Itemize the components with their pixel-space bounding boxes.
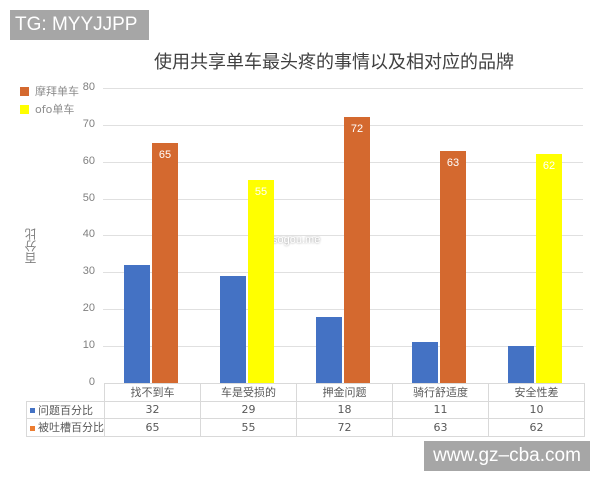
watermark-top: TG: MYYJJPP <box>10 10 149 40</box>
bar-complaint-pct: 55 <box>248 180 274 383</box>
watermark-mid: sogou.me <box>272 234 321 246</box>
bar-value-label: 72 <box>350 123 364 136</box>
legend-swatch-mobike <box>20 86 29 96</box>
series-row-header: 被吐槽百分比 <box>26 418 105 437</box>
bar-problem-pct <box>316 316 342 383</box>
bar-problem-pct <box>412 342 438 383</box>
legend-item-mobike: 摩拜单车 <box>20 82 79 100</box>
legend-swatch-ofo <box>20 104 29 114</box>
legend: 摩拜单车 ofo单车 <box>20 82 79 118</box>
gridline <box>103 235 583 236</box>
table-cell: 29 <box>200 400 297 419</box>
legend-label: 摩拜单车 <box>35 85 79 98</box>
legend-label: ofo单车 <box>35 103 75 116</box>
y-tick-label: 0 <box>88 376 95 388</box>
series-row-header: 问题百分比 <box>26 400 105 419</box>
category-label: 押金问题 <box>296 383 393 402</box>
bar-complaint-pct: 72 <box>344 117 370 383</box>
gridline <box>103 125 583 126</box>
category-label: 找不到车 <box>104 383 201 402</box>
bar-complaint-pct: 63 <box>440 150 466 383</box>
y-tick-label: 60 <box>82 155 95 167</box>
category-label: 车是受损的 <box>200 383 297 402</box>
bar-problem-pct <box>220 275 246 383</box>
table-cell: 62 <box>488 418 585 437</box>
y-axis-label: 百分比 <box>24 228 38 264</box>
gridline <box>103 88 583 89</box>
table-cell: 65 <box>104 418 201 437</box>
table-cell: 55 <box>200 418 297 437</box>
table-cell: 10 <box>488 400 585 419</box>
y-tick-label: 20 <box>82 302 95 314</box>
y-tick-label: 70 <box>82 118 95 130</box>
legend-item-ofo: ofo单车 <box>20 100 79 118</box>
bar-complaint-pct: 65 <box>152 143 178 383</box>
data-table: 找不到车 车是受损的 押金问题 骑行舒适度 安全性差 问题百分比 32 29 1… <box>26 383 585 437</box>
y-tick-label: 80 <box>82 81 95 93</box>
category-label: 安全性差 <box>488 383 585 402</box>
bar-value-label: 55 <box>254 186 268 199</box>
table-cell: 72 <box>296 418 393 437</box>
series-swatch-icon <box>30 408 35 414</box>
watermark-bottom: www.gz–cba.com <box>424 441 590 471</box>
table-cell: 11 <box>392 400 489 419</box>
series-swatch-icon <box>30 425 35 431</box>
y-tick-label: 10 <box>82 339 95 351</box>
table-header-row: 找不到车 车是受损的 押金问题 骑行舒适度 安全性差 <box>26 383 585 402</box>
gridline <box>103 309 583 310</box>
bar-value-label: 65 <box>158 149 172 162</box>
chart-title: 使用共享单车最头疼的事情以及相对应的品牌 <box>154 52 514 73</box>
bar-problem-pct <box>124 264 150 383</box>
gridline <box>103 346 583 347</box>
bar-problem-pct <box>508 346 534 383</box>
y-tick-label: 50 <box>82 192 95 204</box>
gridline <box>103 199 583 200</box>
table-cell: 32 <box>104 400 201 419</box>
series-name: 被吐槽百分比 <box>38 421 104 435</box>
bar-value-label: 62 <box>542 160 556 173</box>
table-row: 问题百分比 32 29 18 11 10 <box>26 400 585 419</box>
gridline <box>103 272 583 273</box>
y-tick-label: 40 <box>82 228 95 240</box>
table-cell: 18 <box>296 400 393 419</box>
category-label: 骑行舒适度 <box>392 383 489 402</box>
table-row: 被吐槽百分比 65 55 72 63 62 <box>26 418 585 437</box>
y-tick-label: 30 <box>82 265 95 277</box>
gridline <box>103 162 583 163</box>
bar-value-label: 63 <box>446 156 460 169</box>
table-cell: 63 <box>392 418 489 437</box>
series-name: 问题百分比 <box>38 403 93 417</box>
bar-complaint-pct: 62 <box>536 154 562 383</box>
